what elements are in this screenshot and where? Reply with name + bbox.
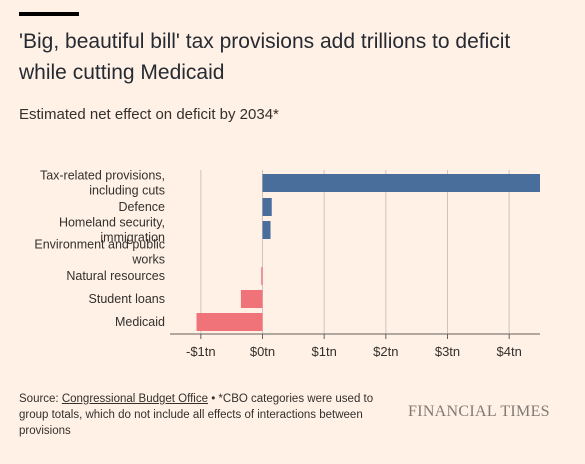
- source-note: Source: Congressional Budget Office • *C…: [19, 391, 399, 439]
- source-footnote: • *CBO categories were used to group tot…: [19, 393, 374, 437]
- brand-logo: FINANCIAL TIMES: [408, 403, 550, 420]
- bar-0: [262, 174, 540, 192]
- bar-5: [240, 290, 263, 308]
- source-prefix: Source:: [19, 393, 62, 405]
- bar-4: [261, 267, 263, 285]
- category-label-0: Tax-related provisions, including cuts: [40, 169, 165, 198]
- bar-2: [262, 221, 271, 239]
- x-tick-label-3: $2tn: [373, 344, 398, 359]
- top-rule: [19, 12, 79, 16]
- category-label-6: Medicaid: [115, 315, 165, 329]
- category-label-3: Environment and public works: [34, 238, 165, 267]
- bar-6: [196, 313, 263, 331]
- category-label-1: Defence: [118, 200, 165, 214]
- category-label-2: Homeland security, immigration: [59, 216, 165, 245]
- source-link[interactable]: Congressional Budget Office: [61, 393, 209, 405]
- category-label-4: Natural resources: [66, 269, 165, 283]
- x-tick-label-4: $3tn: [435, 344, 460, 359]
- bar-1: [262, 198, 272, 216]
- x-tick-label-2: $1tn: [312, 344, 337, 359]
- category-label-5: Student loans: [89, 292, 165, 306]
- x-tick-label-1: $0tn: [250, 344, 275, 359]
- x-tick-label-0: -$1tn: [186, 344, 216, 359]
- chart-subtitle: Estimated net effect on deficit by 2034*: [19, 106, 279, 123]
- x-tick-label-5: $4tn: [497, 344, 522, 359]
- chart-title: 'Big, beautiful bill' tax provisions add…: [19, 30, 511, 84]
